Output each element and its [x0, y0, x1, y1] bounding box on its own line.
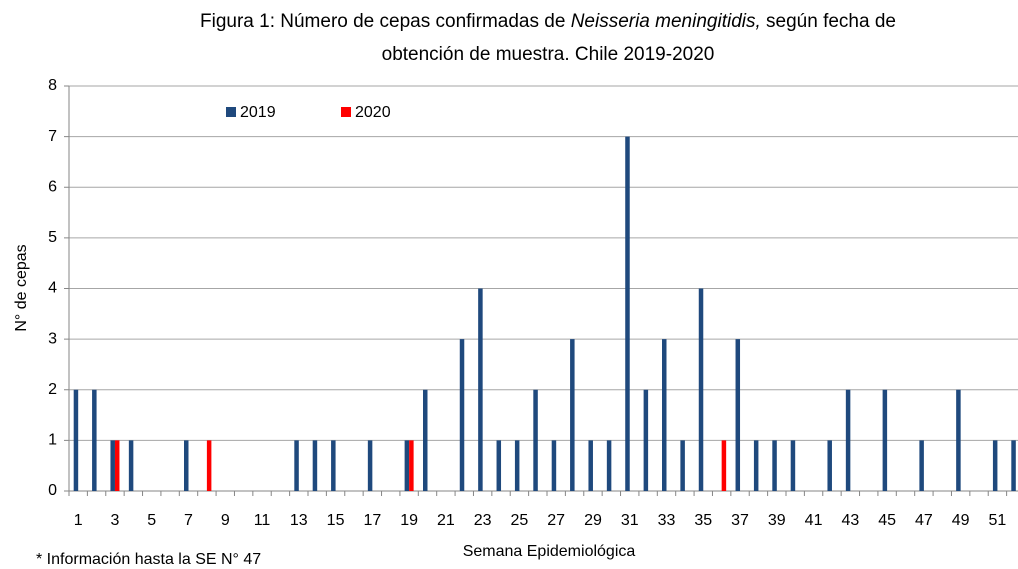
y-tick-label: 1 [48, 432, 57, 449]
bar [114, 440, 120, 491]
bar [625, 136, 630, 491]
x-tick-label: 11 [254, 512, 271, 529]
bar [992, 440, 998, 491]
bar [753, 440, 759, 491]
bar [570, 339, 575, 491]
title-part: Neisseria meningitidis, [571, 11, 761, 32]
bar [662, 339, 667, 491]
x-tick-label: 43 [841, 512, 859, 529]
y-tick-label: 5 [48, 229, 57, 246]
bar [882, 389, 888, 491]
legend-label: 2019 [240, 104, 276, 121]
x-tick-label: 37 [731, 512, 749, 529]
chart-title: Figura 1: Número de cepas confirmadas de… [200, 11, 896, 32]
title-part: Figura 1: Número de cepas confirmadas de [200, 11, 571, 32]
x-tick-label: 51 [989, 512, 1007, 529]
x-tick-label: 47 [915, 512, 933, 529]
bar [845, 389, 851, 491]
legend-label: 2020 [355, 104, 391, 121]
bar [790, 440, 796, 491]
bar [721, 440, 727, 491]
bar [551, 440, 557, 491]
x-tick-label: 45 [878, 512, 896, 529]
x-tick-label: 23 [474, 512, 492, 529]
x-tick-label: 21 [437, 512, 455, 529]
bar [680, 440, 685, 491]
bar [423, 389, 428, 491]
bar [606, 440, 612, 491]
bar [588, 440, 593, 491]
bar [956, 389, 961, 491]
x-tick-label: 25 [511, 512, 529, 529]
x-tick-label: 19 [400, 512, 418, 529]
bar [827, 440, 832, 491]
bar [294, 440, 299, 491]
legend-swatch [226, 107, 236, 117]
bar [772, 440, 777, 491]
y-tick-label: 8 [48, 77, 57, 94]
y-axis-label: N° de cepas [13, 244, 30, 331]
bar [73, 389, 79, 491]
y-tick-label: 0 [48, 482, 57, 499]
y-tick-label: 7 [48, 128, 57, 145]
x-tick-label: 7 [184, 512, 193, 529]
x-tick-label: 31 [621, 512, 639, 529]
bar [514, 440, 520, 491]
chart-title: obtención de muestra. Chile 2019-2020 [382, 44, 715, 65]
y-tick-label: 6 [48, 178, 57, 195]
legend-swatch [341, 107, 351, 117]
bar [184, 440, 189, 491]
x-tick-label: 27 [547, 512, 565, 529]
y-tick-label: 3 [48, 330, 57, 347]
bar [919, 440, 924, 491]
bar [1011, 440, 1016, 491]
bar [110, 440, 115, 491]
x-tick-label: 29 [584, 512, 602, 529]
x-tick-label: 33 [658, 512, 676, 529]
y-tick-label: 2 [48, 381, 57, 398]
x-tick-label: 13 [290, 512, 308, 529]
x-tick-label: 9 [221, 512, 230, 529]
y-tick-label: 4 [48, 280, 57, 297]
bar [643, 389, 649, 491]
bar [367, 440, 373, 491]
bar [533, 389, 538, 491]
bar [409, 440, 414, 491]
x-tick-label: 1 [74, 512, 83, 529]
x-tick-label: 17 [363, 512, 381, 529]
bar [206, 440, 212, 491]
bar [312, 440, 318, 491]
bar [331, 440, 336, 491]
bar [459, 339, 465, 491]
bar [698, 288, 704, 491]
bar [92, 389, 97, 491]
x-tick-label: 39 [768, 512, 786, 529]
title-part: según fecha de [761, 11, 896, 32]
bar [735, 339, 741, 491]
bar [128, 440, 134, 491]
footnote: * Información hasta la SE N° 47 [36, 551, 261, 568]
bar [496, 440, 502, 491]
bar [404, 440, 410, 491]
x-tick-label: 5 [147, 512, 156, 529]
x-tick-label: 15 [327, 512, 345, 529]
bar [478, 288, 483, 491]
x-tick-label: 3 [111, 512, 120, 529]
x-tick-label: 41 [805, 512, 823, 529]
x-tick-label: 35 [694, 512, 712, 529]
x-axis-label: Semana Epidemiológica [463, 543, 636, 560]
x-tick-label: 49 [952, 512, 970, 529]
